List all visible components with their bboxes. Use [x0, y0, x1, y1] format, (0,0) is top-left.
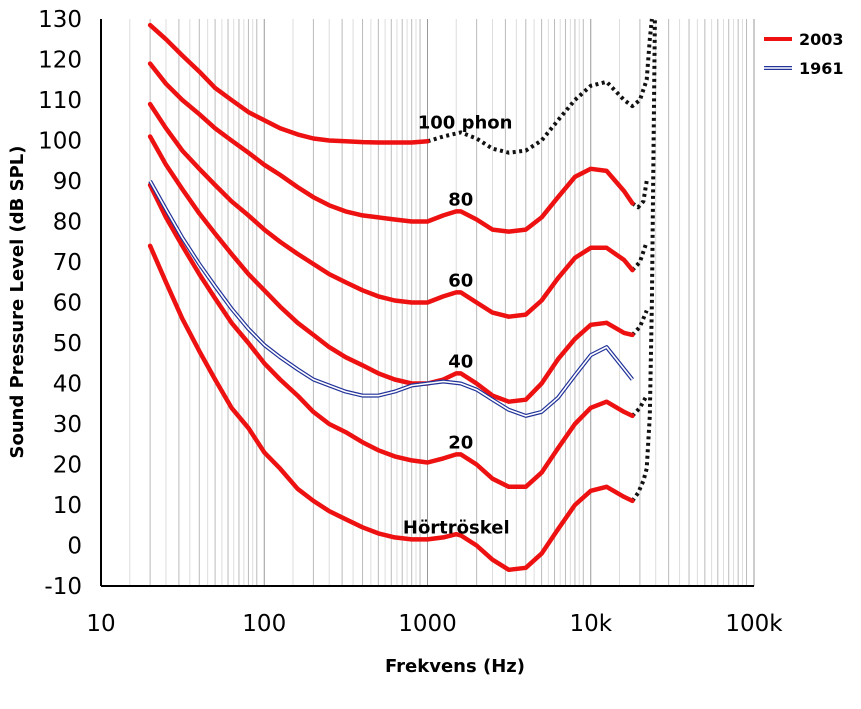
- y-tick-label: 20: [53, 453, 82, 479]
- legend-label-2003: 2003: [799, 30, 844, 49]
- y-tick-label: 120: [38, 48, 82, 74]
- curve-80-phon: [147, 61, 635, 234]
- curve-60-phon: [147, 101, 635, 319]
- y-axis-title: Sound Pressure Level (dB SPL): [7, 146, 28, 459]
- grid: [100, 19, 755, 586]
- curve-label: 40: [448, 351, 473, 372]
- y-tick-label: 90: [53, 169, 82, 195]
- curve-20-phon: [147, 182, 635, 490]
- y-tick-label: 50: [53, 331, 82, 357]
- legend-label-1961: 1961: [799, 59, 844, 78]
- curves: [147, 18, 657, 573]
- y-tick-label: 70: [53, 250, 82, 276]
- x-tick-label: 100: [242, 611, 286, 637]
- y-tick-label: -10: [44, 574, 82, 600]
- y-tick-label: 30: [53, 412, 82, 438]
- y-tick-label: 100: [38, 129, 82, 155]
- legend-item-2003: 2003: [764, 30, 844, 49]
- y-tick-label: 80: [53, 210, 82, 236]
- curve-label: 80: [448, 189, 473, 210]
- curve-1961-inner: [149, 180, 634, 417]
- y-tick-label: 60: [53, 291, 82, 317]
- tick-labels: 10 100 1000 10k 100k130120110100908070605040…: [38, 7, 783, 637]
- x-tick-label: 100k: [725, 611, 783, 637]
- y-tick-label: 40: [53, 372, 82, 398]
- curve-label: 20: [448, 432, 473, 453]
- curve-h-rtr-skel: [147, 243, 635, 573]
- y-tick-label: 110: [38, 88, 82, 114]
- plot-frame: [100, 19, 754, 587]
- x-tick-label: 10: [86, 611, 115, 637]
- curve-h-rtr-skel-dotted: [630, 18, 657, 503]
- legend-item-1961: 1961: [764, 59, 844, 78]
- x-tick-label: 1000: [398, 611, 457, 637]
- curve-label: 100 phon: [418, 112, 513, 133]
- legend: 2003 1961: [764, 30, 844, 78]
- x-tick-label: 10k: [569, 611, 612, 637]
- y-tick-label: 130: [38, 7, 82, 33]
- curve-40-phon: [147, 134, 635, 404]
- curve-20-phon-dotted: [630, 394, 649, 418]
- curve-100-phon: [147, 22, 430, 145]
- y-tick-label: 0: [67, 534, 82, 560]
- y-tick-label: 10: [53, 493, 82, 519]
- x-axis-title: Frekvens (Hz): [385, 656, 525, 677]
- curve-labels: Hörtröskel 20 40 60 80 100 phon: [403, 112, 513, 538]
- curve-label: 60: [448, 270, 473, 291]
- curve-100-phon-dotted: [426, 18, 654, 155]
- curve-label: Hörtröskel: [403, 517, 510, 538]
